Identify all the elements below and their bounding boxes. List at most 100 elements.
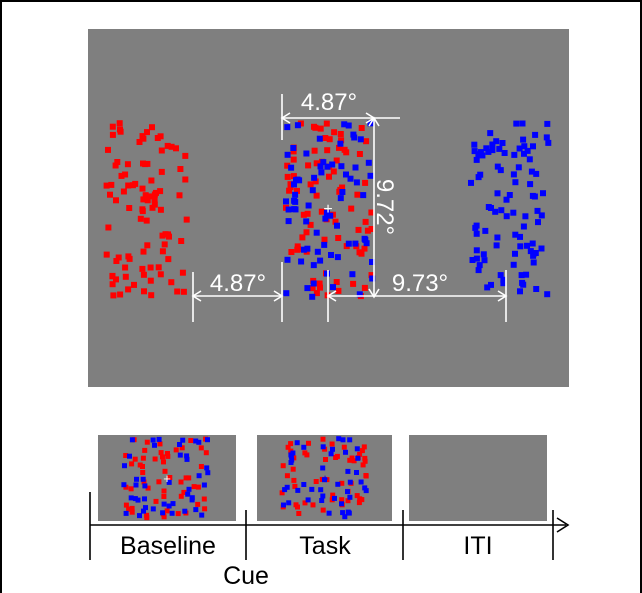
blue-dot [503, 213, 510, 220]
blue-dot [493, 138, 500, 145]
red-dot [151, 201, 158, 208]
red-dot [165, 453, 171, 459]
red-dot [109, 273, 116, 280]
red-dot [334, 453, 340, 459]
red-dot [180, 288, 187, 295]
red-dot [312, 124, 319, 131]
blue-dot [339, 189, 346, 195]
red-dot [132, 456, 138, 462]
blue-dot [472, 224, 479, 231]
blue-dot [353, 179, 360, 186]
blue-dot [482, 227, 489, 234]
red-dot [128, 486, 134, 492]
blue-dot [319, 498, 325, 503]
red-dot [131, 281, 137, 288]
red-dot [359, 448, 365, 454]
red-dot [303, 229, 310, 236]
red-dot [179, 445, 185, 451]
width-annotation-center [280, 94, 400, 140]
blue-dot [471, 148, 478, 155]
blue-dot [480, 251, 487, 258]
blue-dot [499, 140, 506, 146]
blue-dot [473, 255, 480, 262]
red-dot [356, 500, 362, 506]
red-dot [139, 265, 146, 272]
red-dot [201, 496, 207, 502]
blue-dot [473, 230, 480, 237]
blue-dot [329, 161, 336, 168]
red-dot [123, 453, 129, 458]
red-dot [174, 288, 181, 295]
blue-dot [347, 175, 354, 182]
blue-dot [367, 172, 374, 179]
gap-width-label: 4.87° [210, 270, 266, 297]
blue-dot [309, 486, 315, 492]
blue-dot [531, 193, 538, 200]
blue-dot [196, 439, 202, 445]
blue-dot [362, 485, 368, 491]
red-dot [139, 185, 146, 192]
blue-dot [347, 437, 353, 443]
red-dot [294, 243, 301, 250]
red-dot [176, 192, 183, 199]
blue-dot [330, 284, 336, 291]
red-dot [368, 272, 375, 279]
blue-dot [540, 190, 546, 197]
blue-dot [492, 208, 499, 215]
red-dot [359, 497, 365, 503]
red-dot [110, 292, 117, 299]
blue-dot [369, 275, 376, 282]
red-dot [129, 509, 135, 515]
red-dot [343, 149, 350, 156]
blue-dot [318, 487, 324, 493]
blue-dot [122, 463, 127, 469]
cue-label: Cue [223, 562, 269, 590]
red-dot [361, 245, 368, 252]
red-dot [183, 216, 190, 223]
red-dot [167, 475, 173, 480]
red-dot [296, 511, 302, 516]
red-dot [139, 206, 146, 213]
red-dot [165, 451, 170, 456]
red-dot [129, 461, 135, 467]
red-dot [312, 178, 319, 185]
blue-dot [519, 120, 526, 127]
blue-dot [357, 136, 364, 143]
red-dot [152, 456, 158, 462]
blue-dot [489, 141, 496, 148]
blue-dot [488, 281, 494, 288]
blue-dot [316, 135, 323, 142]
red-dot [140, 455, 146, 461]
blue-dot [142, 496, 147, 502]
red-dot [345, 498, 351, 504]
red-dot [129, 182, 136, 189]
red-dot [323, 120, 330, 127]
red-dot [145, 485, 151, 491]
red-dot [354, 493, 360, 499]
red-dot [358, 125, 365, 131]
red-dot [339, 497, 345, 503]
blue-dot [475, 151, 482, 158]
blue-dot [189, 495, 195, 501]
red-dot [146, 193, 153, 200]
red-dot [140, 271, 147, 278]
red-dot [295, 504, 300, 510]
red-dot [368, 226, 375, 232]
blue-dot [160, 510, 166, 516]
blue-dot [530, 259, 537, 266]
red-dot [309, 285, 316, 292]
blue-dot [345, 489, 350, 495]
red-dot [321, 236, 328, 243]
red-dot [113, 197, 119, 204]
blue-dot [530, 252, 537, 259]
blue-dot [294, 122, 301, 129]
blue-dot [335, 481, 341, 487]
blue-dot [468, 179, 474, 186]
blue-dot [356, 291, 363, 298]
blue-dot [304, 285, 311, 292]
blue-dot [184, 453, 190, 459]
red-dot [336, 144, 342, 151]
red-dot [329, 441, 335, 447]
red-dot [186, 475, 192, 481]
blue-dot [513, 120, 520, 127]
